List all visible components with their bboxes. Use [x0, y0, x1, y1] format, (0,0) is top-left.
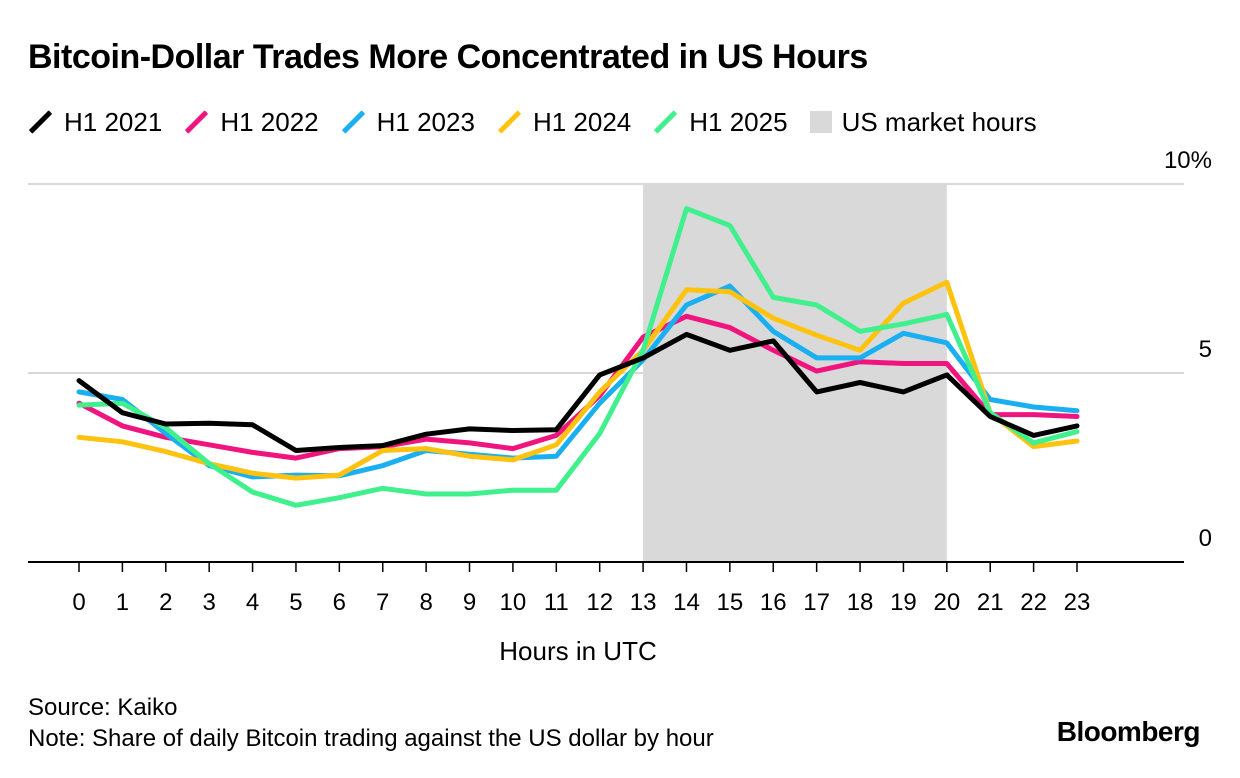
x-tick-label: 1 — [116, 589, 129, 616]
footnote: Note: Share of daily Bitcoin trading aga… — [28, 725, 714, 752]
x-tick-label: 18 — [847, 589, 874, 616]
legend-label: US market hours — [841, 106, 1037, 137]
x-tick-label: 4 — [246, 589, 259, 616]
x-tick-label: 15 — [717, 589, 744, 616]
x-tick-label: 12 — [586, 589, 613, 616]
legend-swatch-shade — [809, 111, 832, 133]
x-tick-label: 2 — [159, 589, 172, 616]
series-line-h1-2023 — [76, 283, 1080, 480]
x-tick-label: 0 — [72, 589, 85, 616]
x-tick-label: 7 — [376, 589, 389, 616]
legend-item-us-market-hours: US market hours — [809, 106, 1037, 138]
x-tick-label: 23 — [1064, 589, 1091, 616]
legend-swatch-h1-2023 — [341, 110, 365, 134]
legend-label: H1 2024 — [532, 106, 632, 137]
y-tick-label: 5 — [1199, 336, 1212, 363]
x-tick-label: 10 — [500, 589, 527, 616]
x-tick-label: 14 — [673, 589, 700, 616]
x-tick-label: 19 — [890, 589, 917, 616]
bloomberg-logo: Bloomberg — [1056, 716, 1201, 747]
legend-item-h1-2025: H1 2025 — [653, 107, 787, 138]
x-tick-label: 5 — [289, 589, 302, 616]
legend-swatch-h1-2024 — [497, 110, 521, 134]
x-tick-label: 16 — [760, 589, 787, 616]
legend: H1 2021 H1 2022 H1 2023 H1 2024 H1 2025 … — [28, 104, 1059, 140]
x-tick-label: 9 — [463, 589, 476, 616]
legend-swatch-h1-2025 — [653, 110, 677, 134]
series-line-h1-2024 — [76, 279, 1080, 481]
x-tick-label: 13 — [630, 589, 657, 616]
y-tick-label: 0 — [1199, 525, 1212, 552]
legend-swatch-h1-2021 — [28, 110, 52, 134]
legend-item-h1-2023: H1 2023 — [341, 107, 475, 138]
source-note: Source: Kaiko — [28, 694, 178, 721]
legend-label: H1 2023 — [376, 106, 475, 137]
legend-swatch-h1-2022 — [184, 110, 208, 134]
legend-item-h1-2024: H1 2024 — [497, 107, 631, 138]
legend-label: H1 2025 — [689, 106, 788, 137]
x-tick-label: 3 — [202, 589, 215, 616]
chart-title: Bitcoin-Dollar Trades More Concentrated … — [28, 38, 868, 76]
series-line-h1-2021 — [76, 331, 1080, 453]
legend-item-h1-2022: H1 2022 — [184, 107, 318, 138]
x-tick-label: 8 — [419, 589, 432, 616]
x-tick-label: 17 — [803, 589, 830, 616]
x-tick-label: 6 — [333, 589, 346, 616]
x-axis-title: Hours in UTC — [499, 636, 656, 666]
x-tick-label: 20 — [933, 589, 960, 616]
legend-label: H1 2021 — [64, 106, 163, 137]
x-tick-label: 11 — [544, 589, 569, 616]
y-tick-label: 10% — [1164, 147, 1212, 174]
x-tick-label: 21 — [977, 589, 1004, 616]
legend-label: H1 2022 — [220, 106, 319, 137]
x-tick-label: 22 — [1020, 589, 1047, 616]
legend-item-h1-2021: H1 2021 — [28, 107, 162, 138]
series-line-h1-2025 — [76, 206, 1080, 508]
